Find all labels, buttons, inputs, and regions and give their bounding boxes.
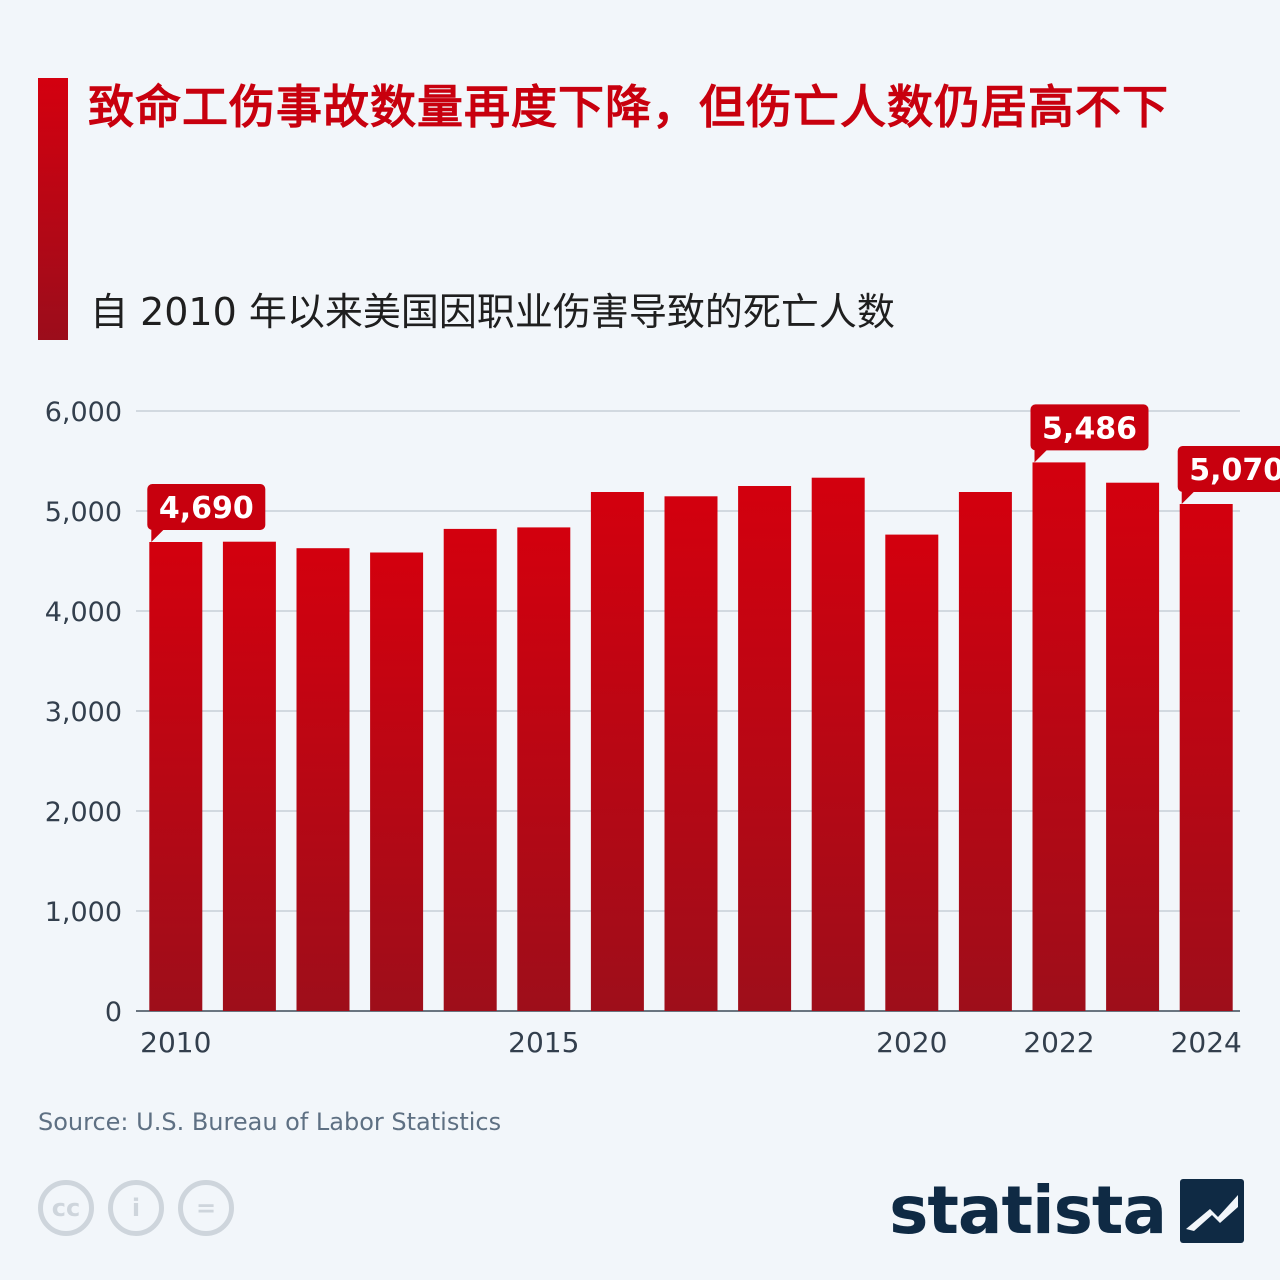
data-labels: 4,690 5,486 5,070 — [147, 404, 1280, 542]
x-axis-ticks: 2010 2015 2020 2022 2024 — [140, 1026, 1242, 1059]
y-tick-label: 5,000 — [45, 497, 122, 528]
data-label-callout: 4,690 — [147, 484, 266, 542]
chart-title: 致命工伤事故数量再度下降，但伤亡人数仍居高不下 — [88, 80, 1169, 134]
y-tick-label: 3,000 — [45, 697, 122, 728]
x-tick-label: 2020 — [876, 1026, 947, 1059]
attribution-icon[interactable]: i — [108, 1180, 164, 1236]
y-tick-label: 1,000 — [45, 897, 122, 928]
bar-2016[interactable] — [590, 492, 644, 1011]
x-tick-label: 2024 — [1171, 1026, 1242, 1059]
title-accent-bar — [38, 78, 68, 340]
y-tick-label: 6,000 — [45, 397, 122, 428]
y-tick-label: 4,000 — [45, 597, 122, 628]
logo-text: statista — [889, 1172, 1167, 1249]
bar-2012[interactable] — [296, 548, 350, 1011]
bar-2015[interactable] — [517, 527, 571, 1011]
bar-2018[interactable] — [738, 486, 792, 1011]
y-tick-label: 2,000 — [45, 797, 122, 828]
y-axis-ticks: 0 1,000 2,000 3,000 4,000 5,000 6,000 — [45, 397, 122, 1028]
bar-2021[interactable] — [958, 492, 1012, 1011]
no-derivatives-icon[interactable]: = — [178, 1180, 234, 1236]
bar-2024[interactable] — [1179, 504, 1233, 1011]
bar-2011[interactable] — [222, 541, 276, 1011]
chart-subtitle: 自 2010 年以来美国因职业伤害导致的死亡人数 — [90, 290, 895, 334]
data-label-text: 4,690 — [159, 491, 254, 526]
bar-2019[interactable] — [811, 477, 865, 1011]
bar-2010[interactable] — [149, 542, 203, 1011]
y-tick-label: 0 — [105, 997, 122, 1028]
x-tick-label: 2015 — [508, 1026, 579, 1059]
bar-2022[interactable] — [1032, 462, 1086, 1011]
data-label-text: 5,070 — [1189, 453, 1280, 488]
bar-2020[interactable] — [885, 534, 939, 1011]
bar-2023[interactable] — [1106, 482, 1160, 1011]
statista-logo-icon — [1180, 1178, 1244, 1243]
data-label-callout: 5,486 — [1030, 404, 1149, 463]
x-tick-label: 2010 — [140, 1026, 211, 1059]
cc-icon[interactable]: cc — [38, 1180, 94, 1236]
x-tick-label: 2022 — [1023, 1026, 1094, 1059]
data-label-text: 5,486 — [1042, 411, 1137, 446]
statista-logo[interactable]: statista — [889, 1172, 1244, 1249]
data-label-callout: 5,070 — [1177, 446, 1280, 504]
bar-2014[interactable] — [443, 528, 497, 1011]
bar-2017[interactable] — [664, 496, 718, 1011]
bar-2013[interactable] — [370, 552, 424, 1012]
bars — [149, 462, 1233, 1012]
source-note: Source: U.S. Bureau of Labor Statistics — [38, 1108, 502, 1136]
license-icons: cc i = — [38, 1180, 234, 1236]
